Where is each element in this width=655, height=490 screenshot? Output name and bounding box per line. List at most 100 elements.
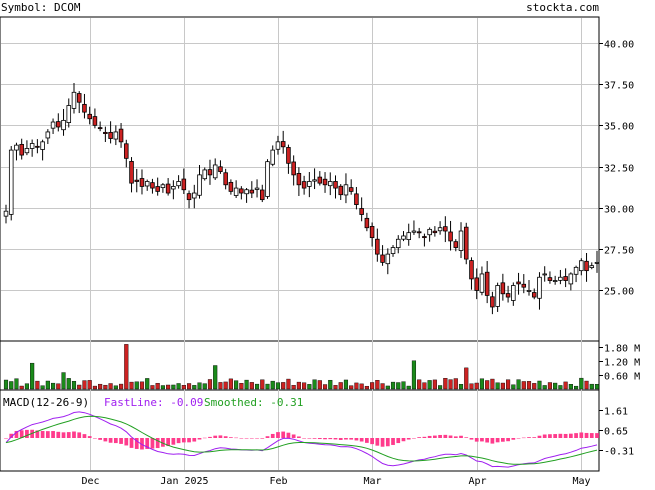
macd-histogram-bar	[584, 432, 589, 438]
volume-bar	[150, 385, 155, 390]
fastline-label: FastLine: -0.09	[104, 396, 203, 409]
macd-histogram-bar	[87, 436, 92, 438]
volume-bar	[171, 384, 176, 390]
candle-body	[82, 103, 87, 113]
volume-bar	[479, 378, 485, 390]
axis-labels: Dec Jan 2025 Feb Mar Apr May 40.00 37.50 35.00 32…	[81, 40, 640, 488]
macd-histogram-bar	[19, 430, 24, 438]
volume-panel	[0, 340, 600, 391]
macd-histogram-bar	[286, 432, 291, 438]
candle-body	[547, 277, 553, 281]
macd-histogram-bar	[72, 431, 76, 438]
volume-bar	[40, 385, 45, 390]
candle-body	[118, 128, 124, 143]
macd-histogram-bar	[359, 438, 364, 442]
volume-bar	[51, 382, 56, 390]
volume-bar	[82, 380, 87, 390]
candle-body	[307, 181, 312, 187]
volume-bar	[202, 383, 207, 390]
volume-bar	[281, 382, 286, 390]
volume-bar	[354, 382, 359, 390]
volume-bar	[417, 379, 422, 390]
fastline-name: FastLine	[104, 396, 157, 409]
volume-bar	[338, 382, 343, 390]
macd-histogram-bar	[276, 432, 280, 438]
candle-body	[317, 176, 323, 184]
macd-histogram-bar	[532, 437, 537, 438]
volume-bar	[506, 379, 511, 390]
volume-bar	[35, 380, 40, 390]
candle-body	[270, 149, 276, 165]
candle-body	[348, 187, 354, 192]
volume-bar	[291, 385, 296, 390]
smoothed-value: -0.31	[270, 396, 303, 409]
volume-bar	[490, 378, 495, 390]
candle-body	[45, 131, 51, 139]
macd-histogram-bar	[119, 438, 123, 444]
candle-body	[505, 293, 511, 298]
candle-body	[223, 172, 228, 186]
volume-bar	[92, 385, 97, 390]
candle-body	[228, 181, 234, 192]
macd-histogram-bar	[166, 438, 170, 447]
macd-histogram-bar	[527, 437, 531, 438]
volume-bar	[464, 367, 469, 390]
volume-bar	[124, 344, 129, 390]
volume-bar	[411, 360, 417, 390]
macd-histogram-bar	[161, 438, 165, 447]
candle-body	[343, 184, 349, 196]
candle-body	[359, 208, 364, 215]
volume-bar	[500, 382, 505, 390]
macd-histogram-bar	[307, 438, 312, 439]
fastline-series	[5, 411, 598, 468]
x-tick-label: Feb	[269, 476, 287, 486]
candle-body	[516, 281, 521, 285]
volume-bar	[574, 385, 579, 390]
volume-bar	[521, 381, 526, 390]
macd-histogram-bar	[542, 434, 547, 438]
volume-bar	[359, 383, 364, 390]
volume-bar	[166, 384, 171, 390]
volume-bar	[343, 379, 349, 390]
y-tick-label: 37.50	[604, 81, 634, 92]
candle-body	[19, 144, 24, 156]
volume-bar	[145, 378, 150, 390]
volume-bar	[197, 382, 202, 390]
candle-body	[453, 241, 459, 248]
candle-body	[301, 181, 307, 189]
volume-bar	[317, 380, 322, 390]
volume-bar	[134, 381, 139, 390]
macd-histogram-bar	[234, 437, 238, 439]
candle-body	[286, 147, 291, 164]
candle-body	[124, 143, 129, 159]
candle-body	[432, 230, 438, 234]
macd-histogram-bar	[422, 436, 427, 438]
macd-histogram-bar	[134, 438, 139, 449]
macd-histogram-bar	[365, 438, 369, 443]
volume-bar	[532, 383, 537, 390]
candle-body	[181, 178, 187, 191]
candle-body	[401, 235, 406, 240]
candle-body	[280, 141, 286, 148]
candle-body	[369, 226, 375, 239]
y-tick-label: 35.00	[604, 122, 634, 133]
volume-bar	[422, 382, 427, 390]
volume-bar	[563, 381, 568, 390]
volume-bar	[176, 383, 181, 390]
candle-body	[197, 174, 202, 196]
macd-histogram-bar	[537, 435, 542, 438]
volume-bar	[108, 383, 113, 390]
macd-histogram-bar	[490, 438, 495, 444]
candle-body	[160, 184, 166, 189]
volume-bar	[458, 384, 464, 390]
volume-bar	[61, 372, 66, 390]
macd-histogram-bar	[396, 438, 401, 444]
x-tick-label: Apr	[468, 476, 486, 486]
macd-histogram-bar	[150, 438, 155, 449]
macd-histogram-bar	[412, 438, 416, 439]
volume-bar	[3, 379, 9, 390]
candle-body	[171, 186, 176, 190]
volume-bar	[406, 385, 411, 390]
volume-bar	[312, 379, 317, 390]
